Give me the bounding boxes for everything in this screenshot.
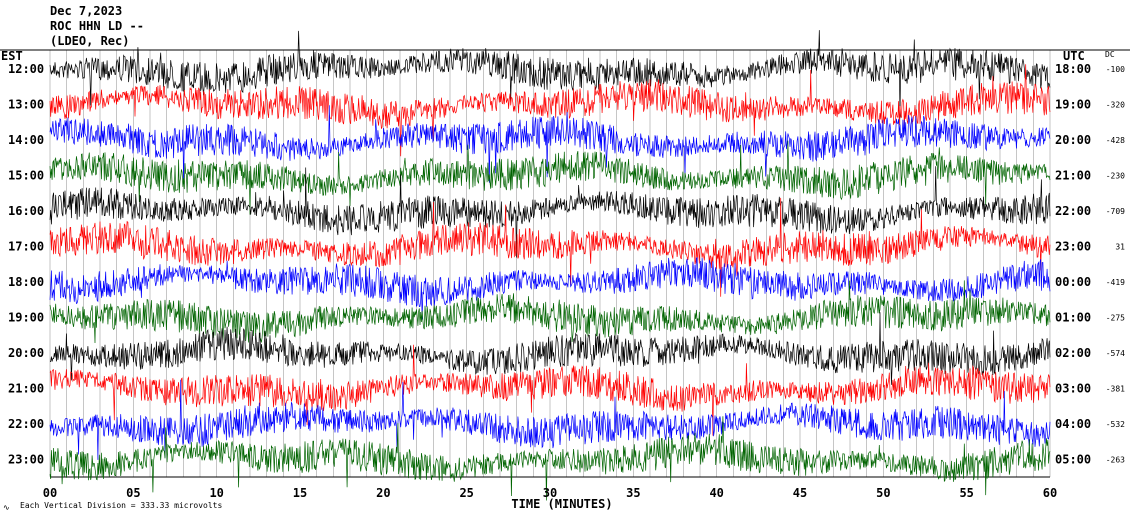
- trace-line: [49, 280, 1051, 344]
- trace-line: [49, 105, 1051, 185]
- utc-tick-label: 03:00: [1055, 382, 1091, 396]
- network-label: (LDEO, Rec): [50, 34, 130, 48]
- utc-tick-label: 04:00: [1055, 417, 1091, 431]
- trace-line: [49, 257, 1051, 320]
- dc-offset-label: -709: [1106, 207, 1125, 216]
- x-tick-label: 05: [126, 486, 140, 500]
- x-tick-label: 55: [959, 486, 973, 500]
- dc-offset-label: -100: [1106, 65, 1125, 74]
- x-tick-label: 40: [709, 486, 723, 500]
- dc-offset-label: -320: [1106, 101, 1125, 110]
- x-tick-label: 10: [209, 486, 223, 500]
- est-tick-label: 16:00: [8, 204, 44, 218]
- dc-offset-label: -275: [1106, 314, 1125, 323]
- trace-line: [49, 344, 1051, 436]
- dc-offset-label: -230: [1106, 172, 1125, 181]
- est-tick-label: 14:00: [8, 133, 44, 147]
- scale-icon: ∿: [3, 503, 10, 512]
- x-tick-label: 00: [43, 486, 57, 500]
- x-tick-label: 35: [626, 486, 640, 500]
- dc-offset-label: -419: [1106, 278, 1125, 287]
- est-tick-label: 20:00: [8, 346, 44, 360]
- utc-tick-label: 01:00: [1055, 311, 1091, 325]
- x-tick-label: 25: [459, 486, 473, 500]
- plot-date: Dec 7,2023: [50, 4, 123, 18]
- trace-line: [49, 166, 1051, 258]
- est-tick-label: 23:00: [8, 453, 44, 467]
- est-tick-label: 18:00: [8, 275, 44, 289]
- est-tick-label: 22:00: [8, 417, 44, 431]
- trace-line: [49, 416, 1051, 501]
- utc-tick-label: 02:00: [1055, 346, 1091, 360]
- est-tick-label: 19:00: [8, 311, 44, 325]
- utc-axis-label: UTC: [1063, 49, 1085, 63]
- x-tick-label: 15: [293, 486, 307, 500]
- trace-line: [49, 312, 1051, 385]
- x-tick-label: 50: [876, 486, 890, 500]
- trace-line: [49, 379, 1051, 460]
- est-tick-label: 15:00: [8, 169, 44, 183]
- dc-offset-label: -381: [1106, 385, 1125, 394]
- dc-offset-label: -263: [1106, 456, 1125, 465]
- x-tick-label: 30: [543, 486, 557, 500]
- utc-tick-label: 05:00: [1055, 453, 1091, 467]
- trace-line: [49, 140, 1051, 215]
- dc-offset-label: -428: [1106, 136, 1125, 145]
- dc-offset-label: -574: [1106, 349, 1125, 358]
- utc-tick-label: 19:00: [1055, 98, 1091, 112]
- x-tick-label: 20: [376, 486, 390, 500]
- utc-tick-label: 22:00: [1055, 204, 1091, 218]
- utc-tick-label: 21:00: [1055, 169, 1091, 183]
- dc-offset-label: 31: [1115, 243, 1125, 252]
- dc-offset-label: -532: [1106, 420, 1125, 429]
- utc-tick-label: 23:00: [1055, 240, 1091, 254]
- trace-line: [49, 197, 1051, 297]
- scale-note: Each Vertical Division = 333.33 microvol…: [20, 501, 223, 510]
- est-tick-label: 12:00: [8, 62, 44, 76]
- trace-line: [49, 30, 1051, 119]
- est-axis-label: EST: [1, 49, 23, 63]
- dc-axis-label: DC: [1105, 50, 1115, 59]
- est-tick-label: 13:00: [8, 98, 44, 112]
- trace-line: [49, 64, 1051, 157]
- station-code: ROC HHN LD --: [50, 19, 144, 33]
- utc-tick-label: 20:00: [1055, 133, 1091, 147]
- x-tick-label: 45: [793, 486, 807, 500]
- est-tick-label: 21:00: [8, 382, 44, 396]
- est-tick-label: 17:00: [8, 240, 44, 254]
- x-tick-label: 60: [1043, 486, 1057, 500]
- x-axis-label: TIME (MINUTES): [511, 497, 612, 511]
- utc-tick-label: 00:00: [1055, 275, 1091, 289]
- utc-tick-label: 18:00: [1055, 62, 1091, 76]
